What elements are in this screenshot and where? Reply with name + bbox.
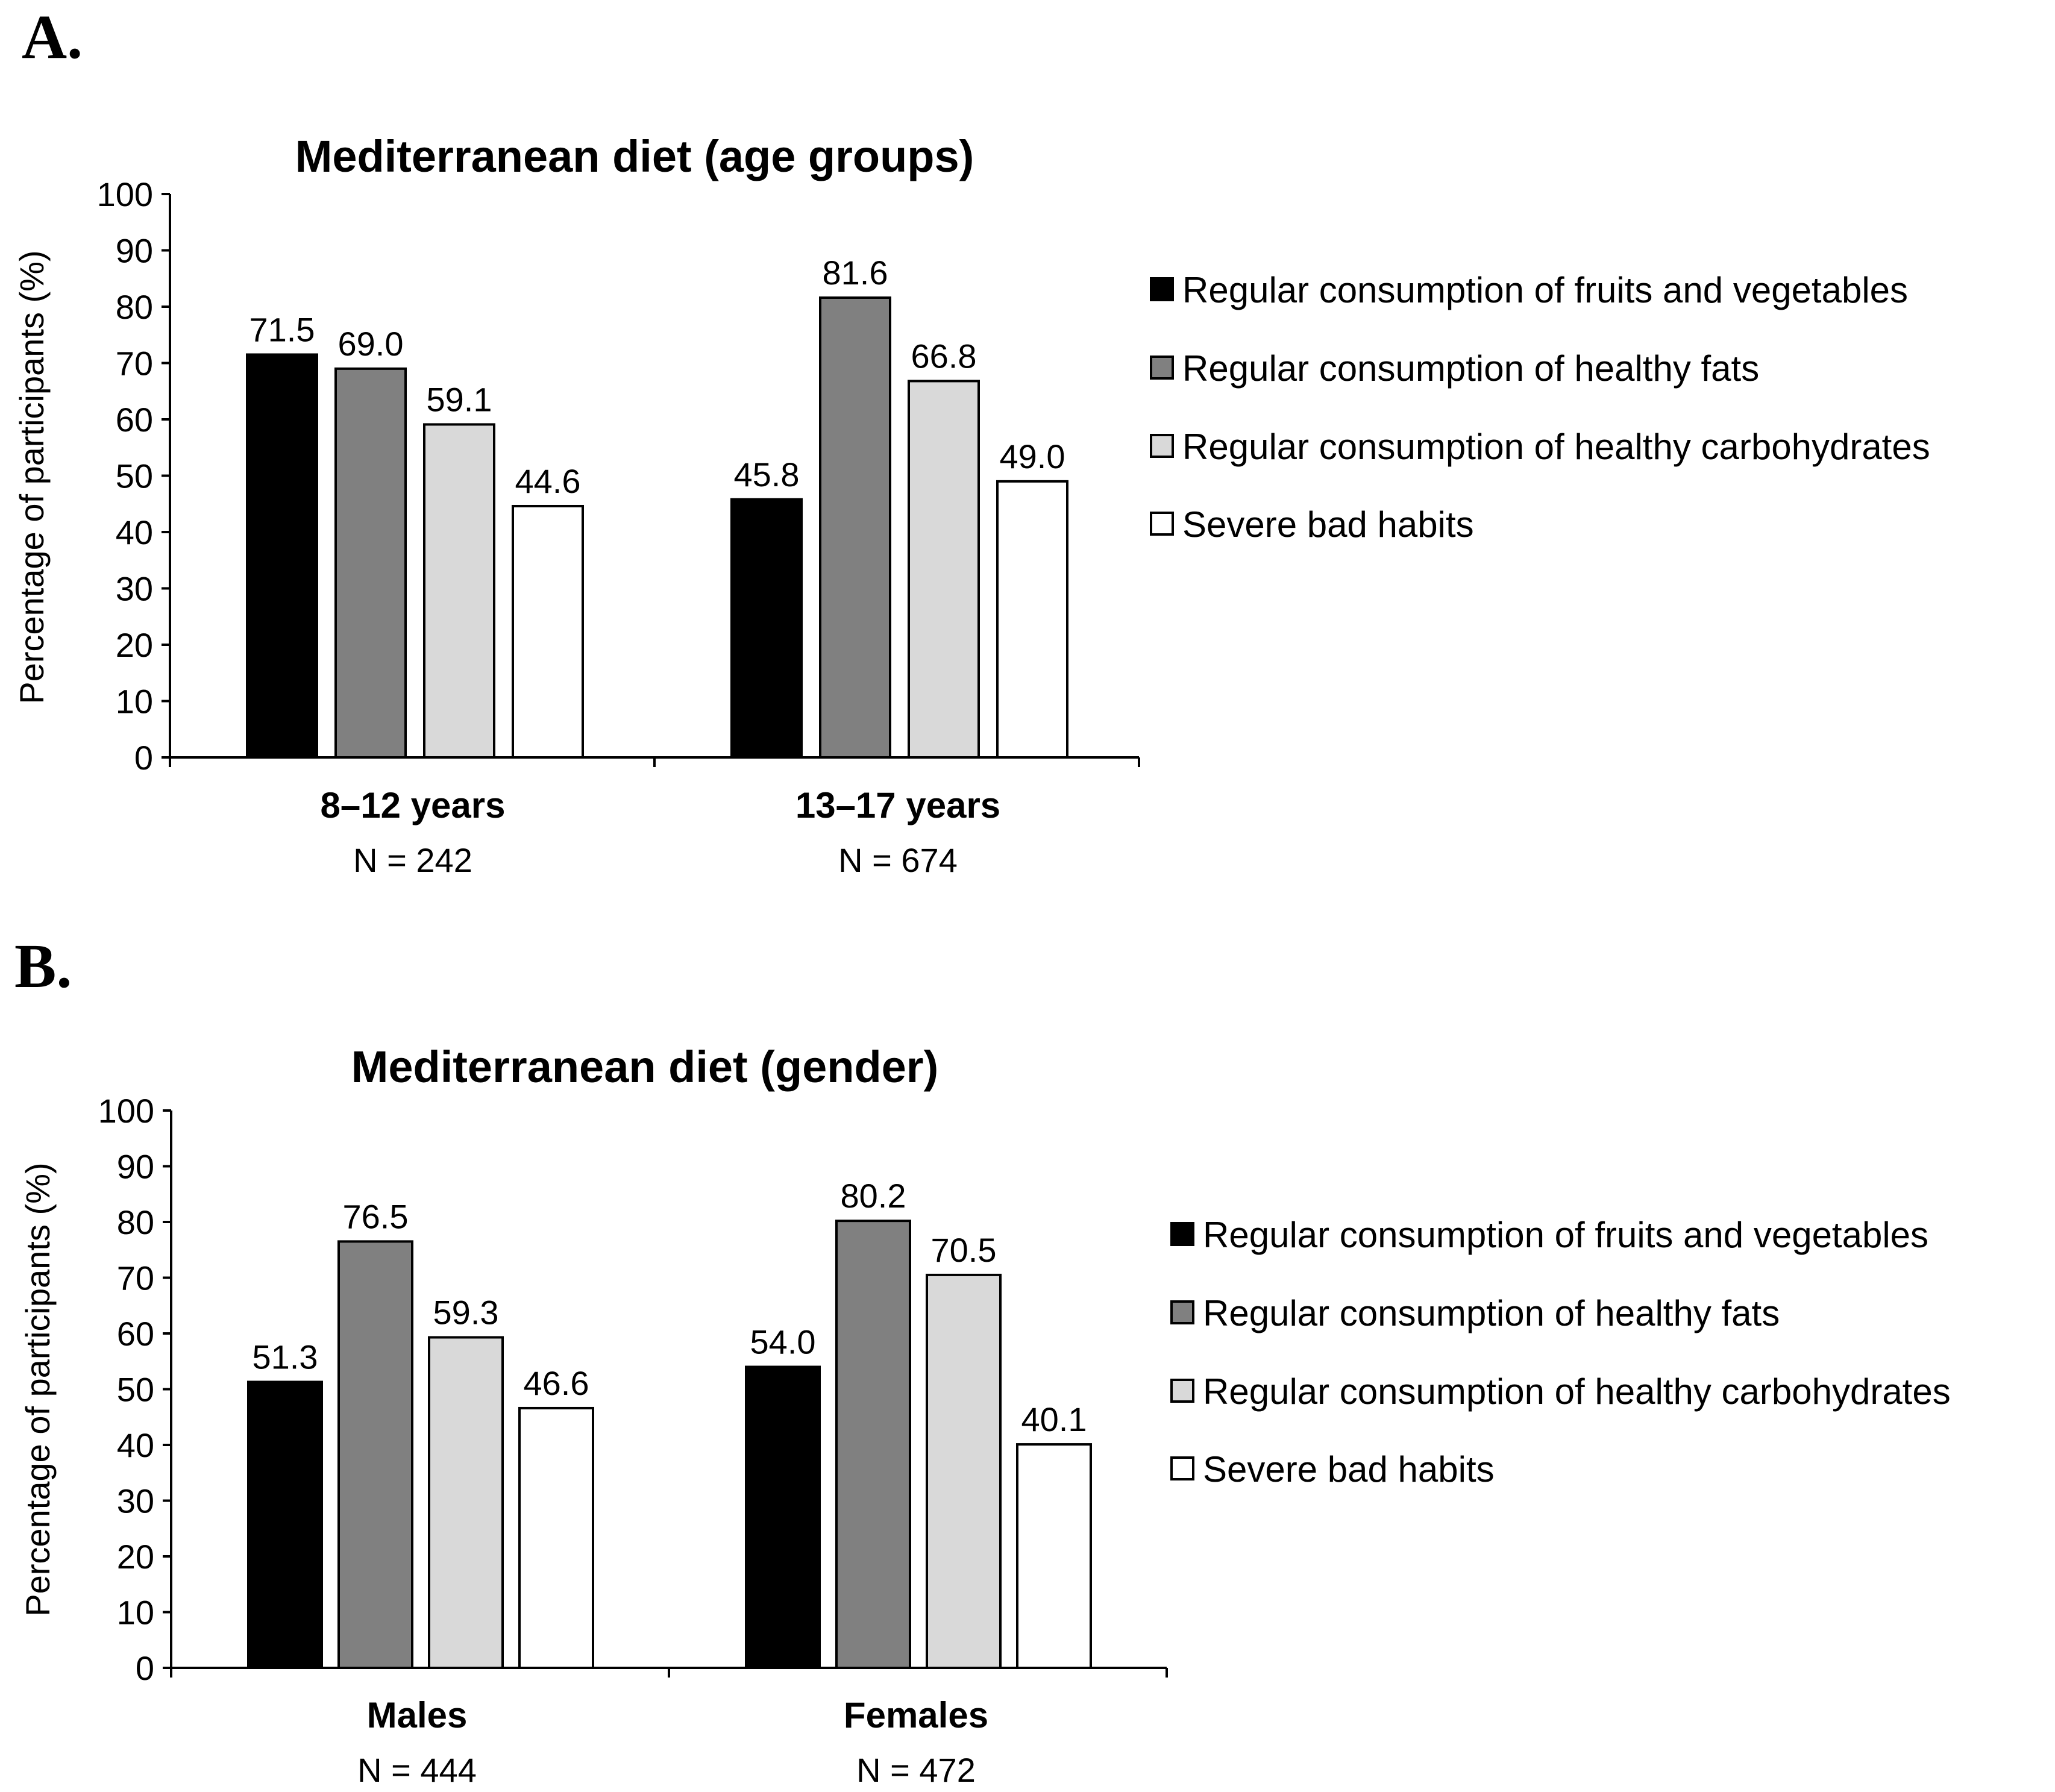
bar-data-label: 49.0: [1000, 437, 1065, 475]
bar: [745, 1365, 821, 1669]
bar: [730, 498, 803, 759]
bar: [518, 1406, 594, 1669]
bar-data-label: 59.1: [427, 380, 492, 418]
y-tick-label: 20: [117, 1538, 154, 1576]
panel-a-letter: A.: [22, 2, 83, 72]
y-tick-label: 50: [116, 457, 153, 495]
bar-data-label: 80.2: [841, 1177, 906, 1215]
y-tick-label: 70: [116, 345, 153, 383]
chart-b-bars: [247, 1220, 1092, 1670]
y-tick-label: 60: [117, 1315, 154, 1353]
chart-a-bars: [246, 296, 1068, 759]
legend-label: Regular consumption of healthy carbohydr…: [1182, 427, 1930, 467]
chart-b-legend: Regular consumption of fruits and vegeta…: [1170, 1215, 1951, 1490]
y-tick-label: 10: [116, 683, 153, 721]
bar-data-label: 44.6: [515, 462, 581, 500]
chart-b-category-sublabel: N = 472: [856, 1751, 976, 1789]
legend-label: Regular consumption of healthy fats: [1182, 348, 1759, 389]
legend-label: Regular consumption of healthy fats: [1203, 1293, 1780, 1333]
legend-swatch: [1150, 434, 1174, 458]
legend-label: Severe bad habits: [1182, 504, 1474, 545]
chart-a-category-sublabel: N = 242: [353, 841, 472, 879]
bar: [246, 353, 318, 759]
y-tick-label: 70: [117, 1259, 154, 1297]
chart-b-y-axis-title: Percentage of participants (%): [19, 1162, 57, 1616]
bar-data-label: 59.3: [433, 1293, 499, 1331]
legend-swatch: [1170, 1456, 1194, 1480]
y-tick-label: 100: [97, 175, 153, 213]
bar: [423, 423, 495, 759]
legend-swatch: [1150, 277, 1174, 301]
bar: [908, 380, 980, 759]
y-tick-label: 10: [117, 1594, 154, 1632]
chart-a-category-label: 8–12 years: [321, 785, 506, 826]
bar-data-label: 40.1: [1021, 1400, 1087, 1438]
chart-panel-b: B. Mediterranean diet (gender) Percentag…: [14, 932, 1951, 1789]
legend-swatch: [1170, 1379, 1194, 1403]
legend-swatch: [1170, 1222, 1194, 1246]
bar: [337, 1240, 413, 1669]
bar-data-label: 54.0: [750, 1323, 816, 1361]
legend-label: Regular consumption of fruits and vegeta…: [1203, 1215, 1928, 1255]
chart-b-title: Mediterranean diet (gender): [351, 1042, 939, 1092]
bar: [512, 504, 584, 759]
y-tick-label: 30: [117, 1482, 154, 1520]
y-tick-label: 90: [117, 1148, 154, 1186]
panel-b-letter: B.: [14, 932, 72, 1001]
bar: [334, 367, 407, 759]
bar: [1016, 1443, 1092, 1669]
chart-b-data-labels: 51.3 54.0 76.5 80.2 59.3 70.5 46.6 40.1: [253, 1177, 1087, 1438]
legend-label: Regular consumption of healthy carbohydr…: [1203, 1371, 1951, 1412]
y-tick-label: 40: [116, 513, 153, 551]
chart-b-category-label: Males: [367, 1695, 468, 1735]
y-tick-label: 0: [134, 739, 153, 777]
legend-swatch: [1150, 356, 1174, 380]
bar-data-label: 66.8: [911, 337, 977, 375]
bar: [926, 1273, 1002, 1669]
y-tick-label: 50: [117, 1371, 154, 1409]
bar: [996, 480, 1068, 759]
chart-b-y-ticks: 0 10 20 30 40 50 60 70 80 90 100: [98, 1092, 171, 1687]
bar-data-label: 51.3: [253, 1338, 318, 1376]
bar: [247, 1380, 323, 1670]
y-tick-label: 90: [116, 232, 153, 270]
chart-a-y-ticks: 0 10 20 30 40 50 60 70 80 90 100: [97, 175, 170, 777]
bar: [819, 296, 891, 759]
y-tick-label: 100: [98, 1092, 154, 1130]
bar-data-label: 70.5: [931, 1231, 997, 1269]
bar-data-label: 76.5: [343, 1197, 409, 1235]
chart-a-data-labels: 71.5 45.8 69.0 81.6 59.1 66.8 44.6 49.0: [249, 254, 1065, 500]
bar-data-label: 81.6: [823, 254, 888, 292]
legend-label: Severe bad habits: [1203, 1449, 1495, 1490]
chart-a-category-label: 13–17 years: [795, 785, 1000, 826]
y-tick-label: 30: [116, 570, 153, 608]
bar-data-label: 69.0: [338, 325, 404, 363]
chart-b-category-label: Females: [844, 1695, 988, 1735]
chart-a-category-sublabel: N = 674: [838, 841, 958, 879]
y-tick-label: 60: [116, 401, 153, 439]
legend-swatch: [1170, 1300, 1194, 1324]
chart-a-legend: Regular consumption of fruits and vegeta…: [1150, 270, 1930, 545]
chart-a-title: Mediterranean diet (age groups): [295, 131, 974, 181]
bar: [835, 1220, 911, 1669]
legend-label: Regular consumption of fruits and vegeta…: [1182, 270, 1908, 310]
y-tick-label: 80: [116, 288, 153, 326]
y-tick-label: 20: [116, 626, 153, 664]
bar-data-label: 46.6: [524, 1364, 589, 1402]
chart-panel-a: A. Mediterranean diet (age groups) Perce…: [13, 2, 1930, 879]
chart-b-category-sublabel: N = 444: [357, 1751, 477, 1789]
bar: [428, 1336, 504, 1670]
bar-data-label: 71.5: [249, 310, 315, 348]
y-tick-label: 40: [117, 1426, 154, 1464]
chart-a-y-axis-title: Percentage of participants (%): [13, 250, 51, 704]
y-tick-label: 80: [117, 1203, 154, 1241]
legend-swatch: [1150, 512, 1174, 536]
bar-data-label: 45.8: [734, 456, 800, 493]
y-tick-label: 0: [136, 1649, 154, 1687]
